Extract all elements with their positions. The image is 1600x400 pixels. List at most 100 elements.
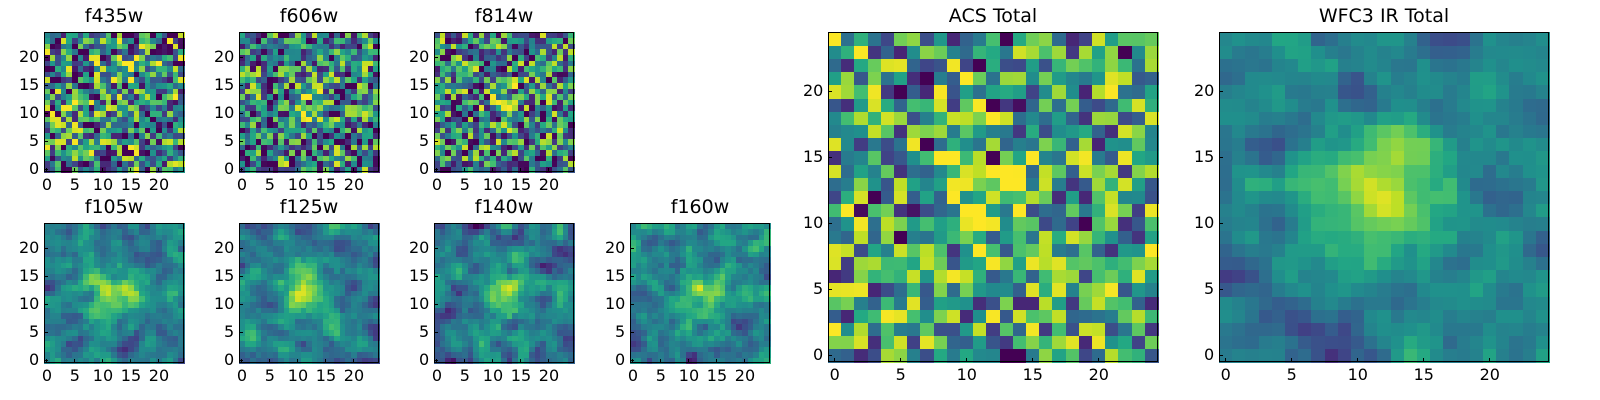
y-tick-mark bbox=[239, 303, 243, 305]
heatmap-pixel bbox=[88, 88, 95, 95]
heatmap-pixel bbox=[172, 132, 179, 139]
heatmap-pixel bbox=[267, 138, 274, 145]
heatmap-pixel bbox=[311, 104, 318, 111]
heatmap-pixel bbox=[283, 160, 290, 167]
y-tick-label: 5 bbox=[29, 131, 40, 151]
heatmap-pixel bbox=[105, 99, 112, 106]
heatmap-pixel bbox=[60, 166, 67, 173]
heatmap-pixel bbox=[94, 144, 101, 151]
heatmap-pixel bbox=[156, 43, 163, 50]
heatmap-pixel bbox=[300, 160, 307, 167]
heatmap-pixel bbox=[306, 144, 313, 151]
heatmap-pixel bbox=[334, 138, 341, 145]
heatmap-pixel bbox=[323, 144, 330, 151]
heatmap-pixel bbox=[244, 88, 251, 95]
heatmap-pixel bbox=[323, 132, 330, 139]
heatmap-pixel bbox=[116, 166, 123, 173]
heatmap-pixel bbox=[362, 121, 369, 128]
heatmap-pixel bbox=[60, 32, 67, 39]
heatmap-pixel bbox=[133, 110, 140, 117]
y-tick-label: 20 bbox=[19, 47, 40, 67]
y-tick-label: 0 bbox=[224, 350, 235, 370]
heatmap-pixel bbox=[161, 160, 168, 167]
heatmap-pixel bbox=[239, 121, 246, 128]
heatmap-pixel bbox=[172, 54, 179, 61]
heatmap-pixel bbox=[362, 149, 369, 156]
x-tick-label: 15 bbox=[510, 366, 532, 385]
heatmap-pixel bbox=[44, 65, 51, 72]
x-tick-mark bbox=[130, 359, 132, 363]
heatmap-pixel bbox=[49, 144, 56, 151]
heatmap-pixel bbox=[144, 93, 151, 100]
heatmap-pixel bbox=[244, 155, 251, 162]
heatmap-pixel bbox=[317, 160, 324, 167]
y-tick-label: 10 bbox=[19, 103, 40, 123]
heatmap-pixel bbox=[356, 127, 363, 134]
heatmap-pixel bbox=[94, 54, 101, 61]
panel-title: f140w bbox=[474, 196, 534, 218]
y-tick-label: 0 bbox=[419, 350, 430, 370]
panel-title: f160w bbox=[670, 196, 730, 218]
x-tick-label: 0 bbox=[236, 366, 247, 385]
heatmap-pixel bbox=[334, 104, 341, 111]
heatmap-pixel bbox=[356, 144, 363, 151]
heatmap-pixel bbox=[345, 104, 352, 111]
heatmap-pixel bbox=[156, 54, 163, 61]
heatmap-pixel bbox=[77, 155, 84, 162]
x-tick-mark bbox=[520, 359, 522, 363]
heatmap-pixel bbox=[300, 93, 307, 100]
heatmap-pixel bbox=[116, 37, 123, 44]
heatmap-pixel bbox=[334, 116, 341, 123]
heatmap-pixel bbox=[161, 166, 168, 173]
heatmap-pixel bbox=[55, 121, 62, 128]
y-tick-mark bbox=[630, 247, 634, 249]
heatmap-pixel bbox=[150, 88, 157, 95]
heatmap-pixel bbox=[133, 82, 140, 89]
heatmap-pixel bbox=[77, 32, 84, 39]
x-tick-mark bbox=[102, 359, 104, 363]
heatmap-pixel bbox=[339, 149, 346, 156]
heatmap-pixel bbox=[272, 93, 279, 100]
heatmap-pixel bbox=[261, 166, 268, 173]
heatmap-pixel bbox=[83, 155, 90, 162]
heatmap-pixel bbox=[111, 127, 118, 134]
heatmap-pixel bbox=[323, 99, 330, 106]
y-tick-mark bbox=[239, 331, 243, 333]
x-tick-mark bbox=[548, 168, 550, 172]
heatmap-pixel bbox=[300, 149, 307, 156]
heatmap-pixel bbox=[55, 60, 62, 67]
y-tick-mark bbox=[44, 168, 48, 170]
heatmap-pixel bbox=[94, 37, 101, 44]
x-tick-mark bbox=[464, 359, 466, 363]
y-tick-label: 5 bbox=[615, 322, 626, 342]
heatmap-pixel bbox=[122, 110, 129, 117]
heatmap-pixel bbox=[272, 160, 279, 167]
heatmap-pixel bbox=[66, 127, 73, 134]
heatmap-pixel bbox=[283, 116, 290, 123]
heatmap-pixel bbox=[111, 48, 118, 55]
heatmap-pixel bbox=[139, 99, 146, 106]
heatmap-pixel bbox=[88, 104, 95, 111]
heatmap-pixel bbox=[161, 65, 168, 72]
heatmap-pixel bbox=[272, 138, 279, 145]
heatmap-pixel bbox=[88, 54, 95, 61]
heatmap-pixel bbox=[306, 132, 313, 139]
heatmap-pixel bbox=[100, 132, 107, 139]
heatmap-pixel bbox=[239, 104, 246, 111]
heatmap-pixel bbox=[339, 166, 346, 173]
heatmap-pixel bbox=[122, 127, 129, 134]
heatmap-pixel bbox=[289, 93, 296, 100]
heatmap-pixel bbox=[250, 132, 257, 139]
x-tick-label: 15 bbox=[706, 366, 728, 385]
panel-title: f435w bbox=[84, 5, 144, 27]
heatmap-pixel bbox=[317, 93, 324, 100]
heatmap-pixel bbox=[250, 127, 257, 134]
heatmap-pixel bbox=[100, 127, 107, 134]
y-tick-mark bbox=[434, 112, 438, 114]
heatmap-pixel bbox=[49, 155, 56, 162]
heatmap-pixel bbox=[150, 37, 157, 44]
x-tick-label: 20 bbox=[148, 366, 170, 385]
heatmap-pixel bbox=[105, 32, 112, 39]
heatmap-pixel bbox=[60, 104, 67, 111]
heatmap-pixel bbox=[77, 76, 84, 83]
